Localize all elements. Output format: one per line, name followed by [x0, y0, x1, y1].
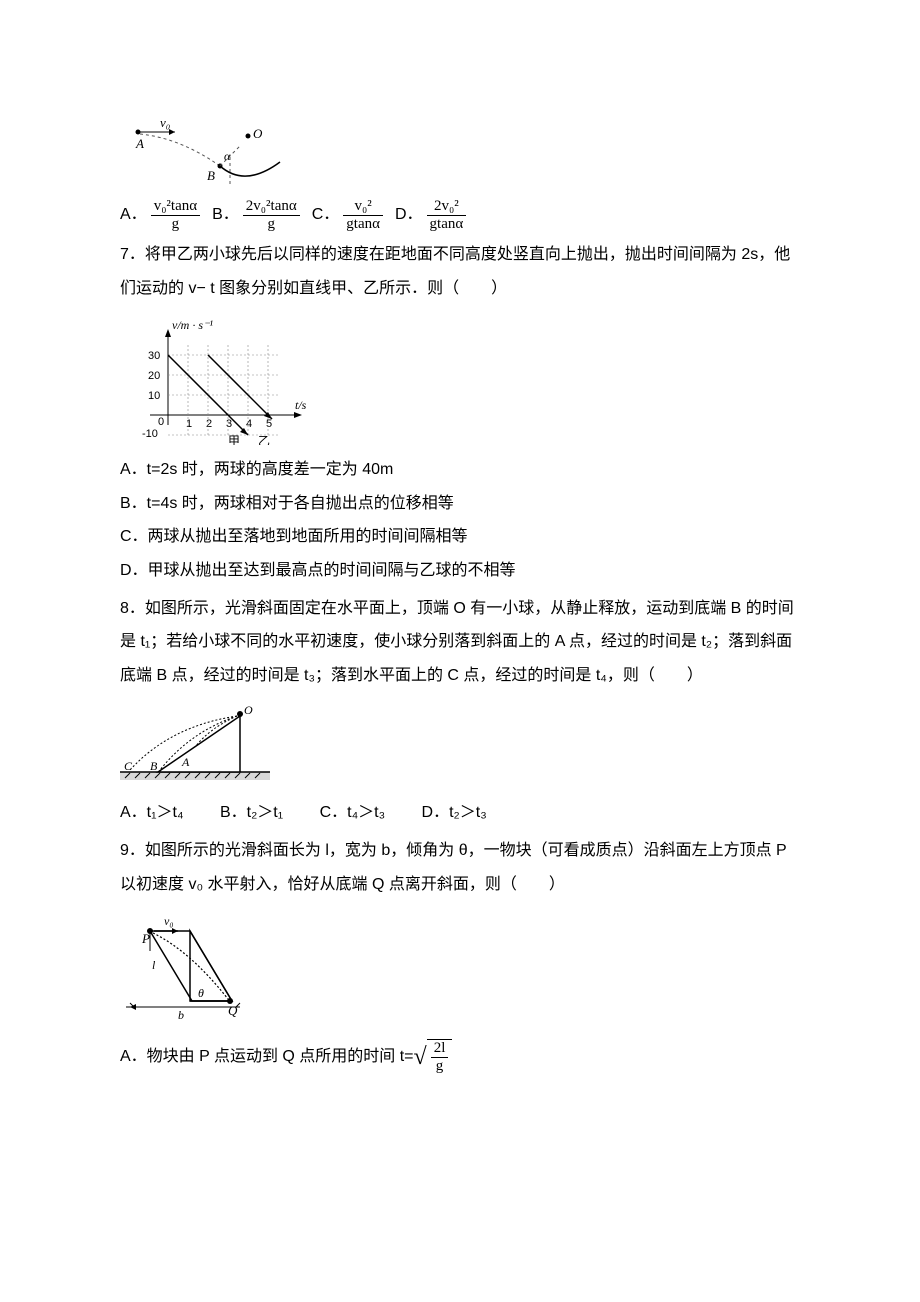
q8-option-C: C．t₄＞t₃	[320, 804, 386, 821]
label-C: C	[124, 759, 133, 773]
frac-den: gtanα	[427, 216, 467, 233]
q7-option-B: B．t=4s 时，两球相对于各自抛出点的位移相等	[120, 487, 800, 521]
label-A: A	[181, 755, 190, 769]
xtick: 5	[266, 418, 272, 430]
q9-option-A: A．物块由 P 点运动到 Q 点所用的时间 t=√2lg	[120, 1039, 800, 1074]
q7-option-D: D．甲球从抛出至达到最高点的时间间隔与乙球的不相等	[120, 554, 800, 588]
sqrt-den: g	[431, 1058, 449, 1075]
frac-num: v₀²tanα	[151, 198, 200, 216]
label-A: A	[135, 136, 144, 151]
line2-label: 乙	[258, 434, 270, 445]
q9-incline-3d-diagram: P v₀ Q l b θ	[120, 911, 800, 1031]
q7-option-A: A．t=2s 时，两球的高度差一定为 40m	[120, 453, 800, 487]
option-letter: A．	[120, 198, 147, 232]
q8-incline-diagram: O A B C	[120, 702, 800, 788]
frac-den: gtanα	[343, 216, 383, 233]
q8-option-D: D．t₂＞t₃	[422, 804, 487, 821]
option-letter: C．	[312, 198, 340, 232]
q8-options: A．t₁＞t₄ B．t₂＞t₁ C．t₄＞t₃ D．t₂＞t₃	[120, 796, 800, 830]
q7-stem: 7．将甲乙两小球先后以同样的速度在距地面不同高度处竖直向上抛出，抛出时间间隔为 …	[120, 238, 800, 305]
label-b: b	[178, 1008, 184, 1022]
label-O: O	[244, 703, 253, 717]
label-P: P	[141, 931, 150, 946]
q8-stem: 8．如图所示，光滑斜面固定在水平面上，顶端 O 有一小球，从静止释放，运动到底端…	[120, 592, 800, 693]
origin-zero: 0	[158, 416, 164, 428]
ytick: -10	[142, 428, 158, 440]
label-O: O	[253, 126, 263, 141]
q6-option-C: C． v₀² gtanα	[312, 198, 385, 232]
ytick: 30	[148, 350, 160, 362]
xtick: 2	[206, 418, 212, 430]
frac-num: v₀²	[343, 198, 383, 216]
label-v0: v₀	[160, 116, 170, 130]
xlabel: t/s	[295, 398, 307, 412]
label-l: l	[152, 958, 156, 972]
q7-option-C: C．两球从抛出至落地到地面所用的时间间隔相等	[120, 520, 800, 554]
q9-optA-prefix: A．物块由 P 点运动到 Q 点所用的时间 t=	[120, 1048, 414, 1065]
frac-den: g	[243, 216, 300, 233]
ylabel: v/m · s⁻¹	[172, 318, 213, 332]
ytick: 10	[148, 390, 160, 402]
q6-option-B: B． 2v₀²tanα g	[212, 198, 302, 232]
option-letter: B．	[212, 198, 239, 232]
option-letter: D．	[395, 198, 423, 232]
sqrt-num: 2l	[431, 1040, 449, 1058]
ytick: 20	[148, 370, 160, 382]
q8-option-B: B．t₂＞t₁	[220, 804, 283, 821]
line1-label: 甲	[228, 434, 240, 445]
q6-option-A: A． v₀²tanα g	[120, 198, 202, 232]
q8-option-A: A．t₁＞t₄	[120, 804, 184, 821]
q6-option-D: D． 2v₀² gtanα	[395, 198, 468, 232]
label-alpha: α	[224, 149, 231, 163]
frac-den: g	[151, 216, 200, 233]
xtick: 3	[226, 418, 232, 430]
q7-vt-graph: v/m · s⁻¹ t/s 30 20 10 -10 0 1 2 3 4 5	[120, 315, 800, 445]
q9-stem: 9．如图所示的光滑斜面长为 l，宽为 b，倾角为 θ，一物块（可看成质点）沿斜面…	[120, 834, 800, 901]
label-Q: Q	[228, 1003, 238, 1018]
xtick: 1	[186, 418, 192, 430]
xtick: 4	[246, 418, 252, 430]
frac-num: 2v₀²	[427, 198, 467, 216]
label-theta: θ	[198, 986, 204, 1000]
q6-options: A． v₀²tanα g B． 2v₀²tanα g C． v₀² gtanα …	[120, 198, 800, 232]
q6-projectile-diagram: A v₀ B α O	[120, 116, 800, 190]
frac-num: 2v₀²tanα	[243, 198, 300, 216]
sqrt-expr: √2lg	[414, 1039, 453, 1074]
label-B: B	[207, 168, 215, 183]
label-v0: v₀	[164, 914, 174, 928]
label-B: B	[150, 759, 158, 773]
